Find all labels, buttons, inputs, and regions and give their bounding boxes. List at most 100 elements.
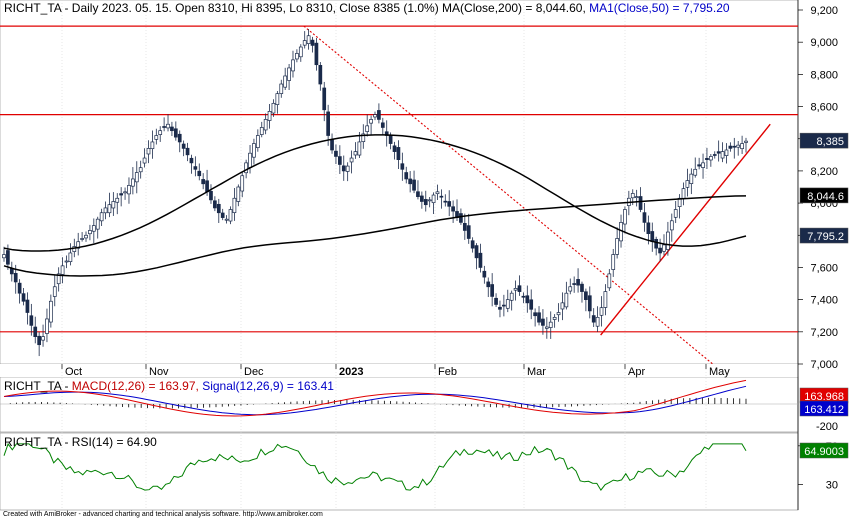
candle-body [310,39,315,46]
candle-body [490,284,495,297]
x-tick-label: 2023 [339,366,363,378]
candle-body [2,254,6,259]
candle-body [37,335,41,346]
candle-body [693,168,698,176]
candle-body [131,178,135,187]
candle-body [373,114,377,118]
candle-body [482,270,487,278]
time-axis-labels: Oct Nov Dec 2023 Feb Mar Apr May [61,364,730,378]
candle-body [361,133,366,143]
candle-body [33,326,38,337]
candle-body [45,318,49,334]
candle-body [353,151,358,156]
candle-body [91,225,96,232]
candle-body [685,180,690,188]
candle-body [302,40,307,46]
x-tick-label: Apr [628,366,645,378]
rsi-value-label-text: 64.9003 [804,446,844,458]
candle-body [326,111,330,136]
candle-body [451,206,455,212]
candle-body [68,252,73,263]
x-tick-label: Mar [527,366,546,378]
candle-body [21,293,26,302]
price-pane-header: RICHT_TA - Daily 2023. 05. 15. Open 8310… [4,1,730,15]
time-axis [0,364,798,377]
y-tick-label: 7,000 [810,359,838,371]
candle-body [392,145,397,152]
candle-body [568,286,573,292]
candle-body [439,195,444,198]
candle-body [642,212,647,223]
candle-body [158,130,163,135]
candle-body [9,268,14,275]
candle-body [244,162,248,174]
x-tick-label: Nov [149,366,169,378]
candle-body [306,35,311,44]
annotation-lines [0,25,798,365]
candle-body [478,252,483,268]
candle-body [369,119,373,124]
candle-body [427,199,432,202]
candle-body [338,156,342,165]
rsi-y-tick-label: 30 [826,479,838,491]
ma200-value-label: 8,044.6 [799,187,849,204]
candle-body [556,312,561,316]
candle-body [525,295,530,304]
ma200-line [3,195,747,277]
candle-body [298,46,303,58]
candle-body [615,238,619,255]
candle-body [193,166,198,170]
candle-body [314,42,319,66]
candle-body [170,126,174,132]
candle-body [103,207,108,214]
candle-body [576,279,580,286]
uptrend-line [600,123,771,336]
candle-body [537,312,541,323]
x-tick-label: Dec [244,366,264,378]
candle-body [84,234,88,239]
ma50-label: MA1(Close,50) = 7,795.20 [589,1,730,15]
footer-credit: Created with AmiBroker - advanced charti… [3,511,323,518]
candle-body [6,250,10,265]
candle-body [267,111,272,121]
candle-body [459,213,463,223]
y-tick-label: 7,200 [810,327,838,339]
candle-body [318,65,323,85]
price-pane [0,0,799,365]
candle-body [115,197,120,203]
candle-body [80,238,84,240]
candle-body [248,152,252,168]
candle-body [275,93,280,105]
macd-value-label-text: 163.968 [804,391,844,403]
candle-body [252,143,256,158]
x-tick-label: May [709,366,730,378]
candle-body [322,87,327,111]
candle-body [505,299,510,309]
candle-body [607,273,612,289]
candle-body [181,143,186,149]
candle-body [263,119,268,131]
ma50-value-label: 7,795.2 [799,227,849,244]
macd-value-label: 163.968 [799,387,849,404]
candle-body [521,295,526,298]
candle-body [111,201,116,209]
candle-body [271,102,276,114]
candle-body [240,175,245,192]
rsi-value-label: 64.9003 [799,442,849,459]
candle-body [744,140,748,143]
candle-body [513,288,518,291]
candle-body [408,178,412,185]
candle-body [740,143,744,150]
candle-body [650,231,655,243]
candle-body [529,299,534,310]
candle-body [166,123,170,129]
candle-body [533,312,537,317]
candle-body [99,212,104,222]
candle-body [584,291,588,300]
candle-body [377,110,381,120]
candle-body [658,247,662,254]
candle-body [88,230,92,235]
candle-body [64,260,69,263]
candle-body [728,145,733,149]
